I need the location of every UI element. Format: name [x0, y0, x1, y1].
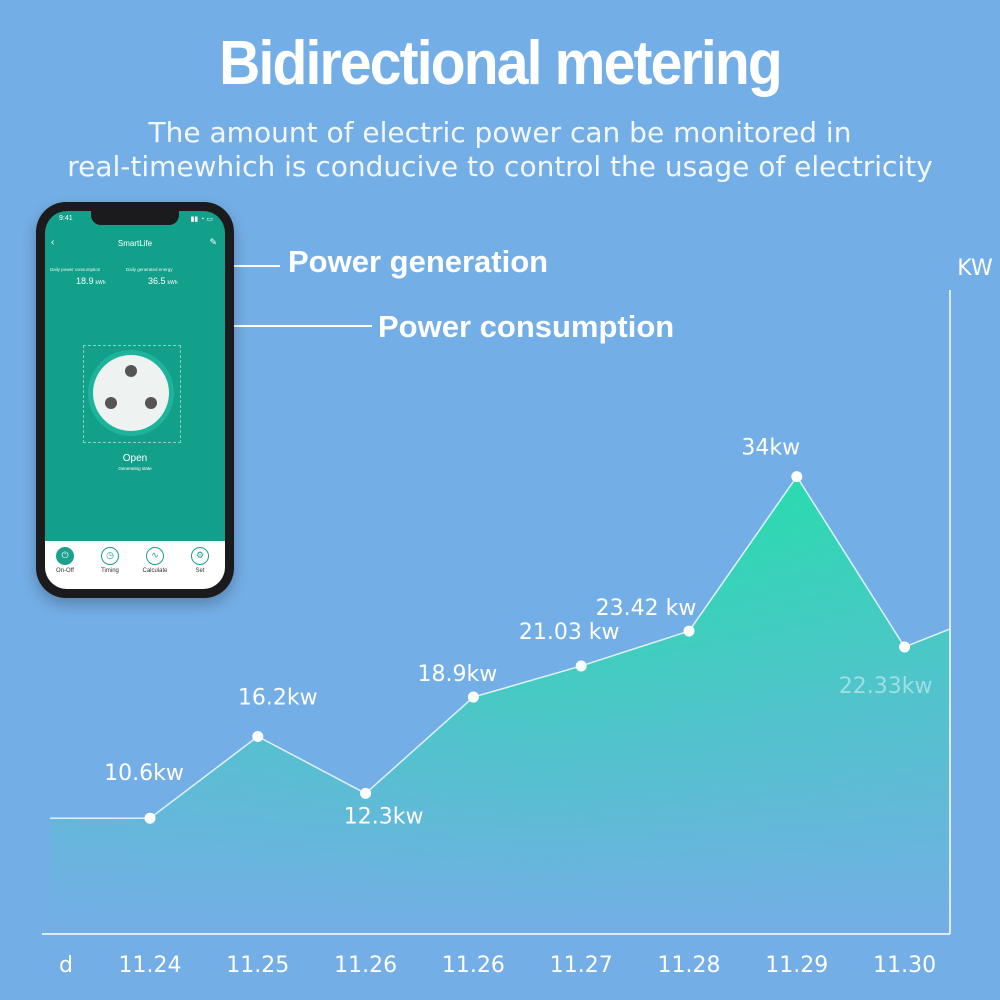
data-point-1 — [144, 812, 156, 824]
power-icon: ⏻ — [56, 547, 74, 565]
data-point-7 — [791, 471, 803, 483]
x-tick-label-4: 11.26 — [442, 953, 505, 978]
chart-icon: ∿ — [146, 547, 164, 565]
x-tick-label-7: 11.29 — [765, 953, 828, 978]
data-label-2: 16.2kw — [238, 685, 318, 710]
clock-icon: ◷ — [101, 547, 119, 565]
status-bar: 9:41 ▮▮ ◔ ▭ — [59, 215, 213, 223]
data-point-5 — [575, 660, 587, 672]
phone-notch — [91, 211, 179, 225]
data-point-8 — [899, 641, 911, 653]
data-label-7: 34kw — [741, 436, 800, 461]
tab-calculate[interactable]: ∿ Calculate — [135, 547, 175, 574]
generation-stat: Daily generated energy 36.5 kWh — [126, 267, 178, 286]
page-subtitle: The amount of electric power can be moni… — [0, 116, 1000, 184]
status-time: 9:41 — [59, 215, 73, 222]
tab-set[interactable]: ⚙ Set — [180, 547, 220, 574]
data-label-8: 22.33kw — [839, 674, 933, 699]
data-label-5: 21.03 kw — [519, 620, 620, 645]
consumption-value: 18.9 kWh — [76, 276, 106, 286]
data-label-4: 18.9kw — [418, 662, 498, 687]
x-tick-label-5: 11.27 — [550, 953, 613, 978]
x-tick-label-3: 11.26 — [334, 953, 397, 978]
x-origin-label: d — [59, 953, 73, 978]
series-area-shade — [50, 476, 950, 934]
edit-icon[interactable]: ✎ — [209, 237, 217, 247]
data-label-1: 10.6kw — [104, 761, 184, 786]
app-name: SmartLife — [117, 239, 153, 248]
consumption-label: Daily power consumption — [50, 267, 101, 272]
battery-icon: ▮▮ ◔ ▭ — [190, 216, 213, 223]
series-line — [50, 475, 951, 819]
page-title: Bidirectional metering — [219, 29, 783, 98]
phone-screen: 9:41 ▮▮ ◔ ▭ ‹ SmartLife ✎ Daily power co… — [45, 211, 225, 589]
back-icon[interactable]: ‹ — [51, 237, 55, 248]
socket-state-sub: Generating state — [118, 466, 152, 471]
x-tick-label-8: 11.30 — [873, 953, 936, 978]
data-point-6 — [683, 625, 695, 637]
data-label-3: 12.3kw — [344, 804, 424, 829]
x-tick-label-1: 11.24 — [119, 953, 182, 978]
data-point-4 — [467, 691, 479, 703]
socket-state: Open — [122, 453, 148, 464]
power-consumption-callout: Power consumption — [378, 309, 675, 344]
data-point-2 — [252, 730, 264, 742]
subtitle-line-1: The amount of electric power can be moni… — [148, 116, 852, 149]
tab-on-off[interactable]: ⏻ On-Off — [45, 547, 85, 574]
socket-frame — [83, 345, 181, 443]
y-axis-label: KW — [957, 256, 993, 281]
phone-mockup: 9:41 ▮▮ ◔ ▭ ‹ SmartLife ✎ Daily power co… — [36, 202, 234, 598]
power-generation-callout: Power generation — [288, 244, 549, 279]
subtitle-line-2: real-timewhich is conducive to control t… — [67, 150, 933, 183]
generation-value: 36.5 kWh — [148, 276, 178, 286]
x-tick-label-2: 11.25 — [226, 953, 289, 978]
data-point-3 — [360, 787, 372, 799]
app-bar: ‹ SmartLife ✎ — [45, 235, 225, 253]
consumption-stat: Daily power consumption 18.9 kWh — [50, 267, 106, 286]
data-label-6: 23.42 kw — [596, 596, 697, 621]
bottom-tab-bar: ⏻ On-Off ◷ Timing ∿ Calculate ⚙ Set — [45, 541, 225, 589]
x-tick-label-6: 11.28 — [658, 953, 721, 978]
tab-timing[interactable]: ◷ Timing — [90, 547, 130, 574]
generation-label: Daily generated energy — [126, 267, 173, 272]
socket-icon[interactable] — [88, 350, 174, 436]
gear-icon: ⚙ — [191, 547, 209, 565]
